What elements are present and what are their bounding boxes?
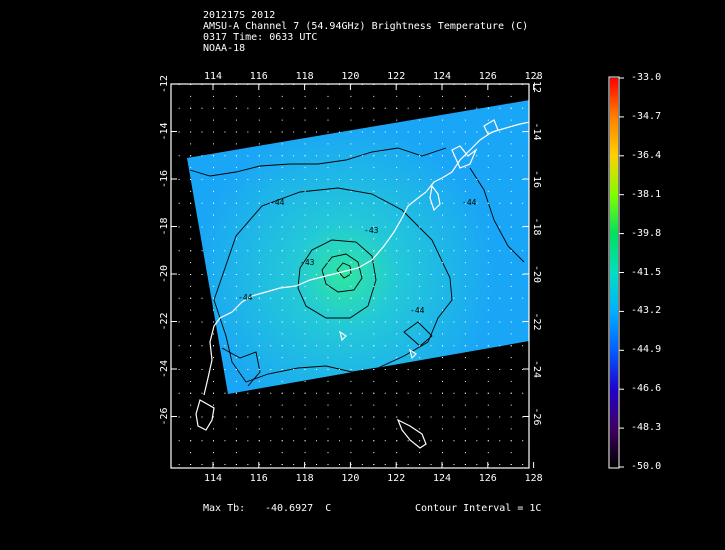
lon-label-top: 128 [525, 71, 543, 82]
lat-label-left: -14 [159, 122, 170, 140]
lon-label-bottom: 128 [525, 473, 543, 484]
contour-label: -44 [270, 198, 285, 207]
amsu-swath [187, 100, 529, 394]
colorbar-tick-label: -34.7 [631, 110, 662, 122]
lon-label-bottom: 124 [433, 473, 451, 484]
contour-44b [189, 147, 447, 177]
contour-label: -43 [364, 226, 379, 235]
colorbar [610, 77, 624, 468]
contour-label: -44 [462, 198, 477, 207]
colorbar-tick-label: -50.0 [631, 461, 662, 472]
lon-label-bottom: 118 [296, 473, 314, 484]
max-tb-value: -40.6927 C [265, 503, 332, 514]
colorbar-tick-label: -38.1 [631, 188, 662, 200]
header-time: 0317 Time: 0633 UTC [203, 32, 318, 43]
contour-label: -44 [410, 306, 425, 315]
lat-label-right: -12 [531, 75, 542, 93]
colorbar-tick-label: -43.2 [631, 305, 662, 317]
lat-label-left: -22 [159, 312, 170, 330]
lat-label-left: -20 [159, 265, 170, 283]
lat-label-right: -26 [531, 407, 542, 425]
lat-label-left: -12 [159, 75, 170, 93]
colorbar-tick-label: -36.4 [631, 149, 662, 161]
lon-label-top: 116 [250, 71, 268, 82]
lon-label-top: 122 [387, 71, 405, 82]
lat-label-left: -16 [159, 170, 170, 188]
lon-label-bottom: 122 [387, 473, 405, 484]
lon-label-bottom: 120 [341, 473, 359, 484]
lon-label-bottom: 114 [204, 473, 222, 484]
lat-label-right: -16 [531, 170, 542, 188]
colorbar-tick-label: -39.8 [631, 227, 662, 239]
colorbar-tick-label: -46.6 [631, 383, 662, 395]
contour-44e [403, 321, 433, 347]
lon-label-bottom: 116 [250, 473, 268, 484]
lon-label-bottom: 126 [479, 473, 497, 484]
lon-label-top: 126 [479, 71, 497, 82]
contour-43 [297, 239, 377, 319]
lon-label-top: 124 [433, 71, 451, 82]
contour-44d [221, 347, 261, 387]
contour-42 [321, 253, 363, 293]
contour-labels: -44 -43 -43 -44 -44 -44 [238, 198, 477, 315]
lat-label-left: -24 [159, 360, 170, 378]
lon-label-top: 120 [341, 71, 359, 82]
lat-label-right: -18 [531, 217, 542, 235]
contour-44c [469, 167, 525, 263]
frame-ticks [171, 83, 535, 468]
lat-label-right: -24 [531, 360, 542, 378]
lat-label-right: -14 [531, 122, 542, 140]
colorbar-tick-label: -44.9 [631, 344, 662, 356]
lat-label-right: -20 [531, 265, 542, 283]
lat-label-left: -18 [159, 217, 170, 235]
header-product: AMSU-A Channel 7 (54.94GHz) Brightness T… [203, 21, 529, 32]
max-tb-label: Max Tb: [203, 503, 246, 514]
lat-lon-grid [178, 84, 524, 465]
lat-label-right: -22 [531, 312, 542, 330]
header-storm-id: 201217S 2012 [203, 10, 276, 21]
contour-label: -44 [238, 293, 253, 302]
colorbar-tick-label: -48.3 [631, 422, 662, 434]
colorbar-gradient [610, 78, 618, 467]
lat-label-left: -26 [159, 407, 170, 425]
coastline [195, 119, 529, 449]
lon-label-top: 118 [296, 71, 314, 82]
contour-label: -43 [300, 258, 315, 267]
contour-lines [189, 147, 525, 387]
colorbar-tick-label: -41.5 [631, 266, 662, 278]
colorbar-tick-label: -33.0 [631, 72, 662, 83]
lon-label-top: 114 [204, 71, 222, 82]
contour-44 [213, 187, 453, 383]
header-satellite: NOAA-18 [203, 43, 246, 54]
contour-interval: Contour Interval = 1C [415, 503, 542, 514]
